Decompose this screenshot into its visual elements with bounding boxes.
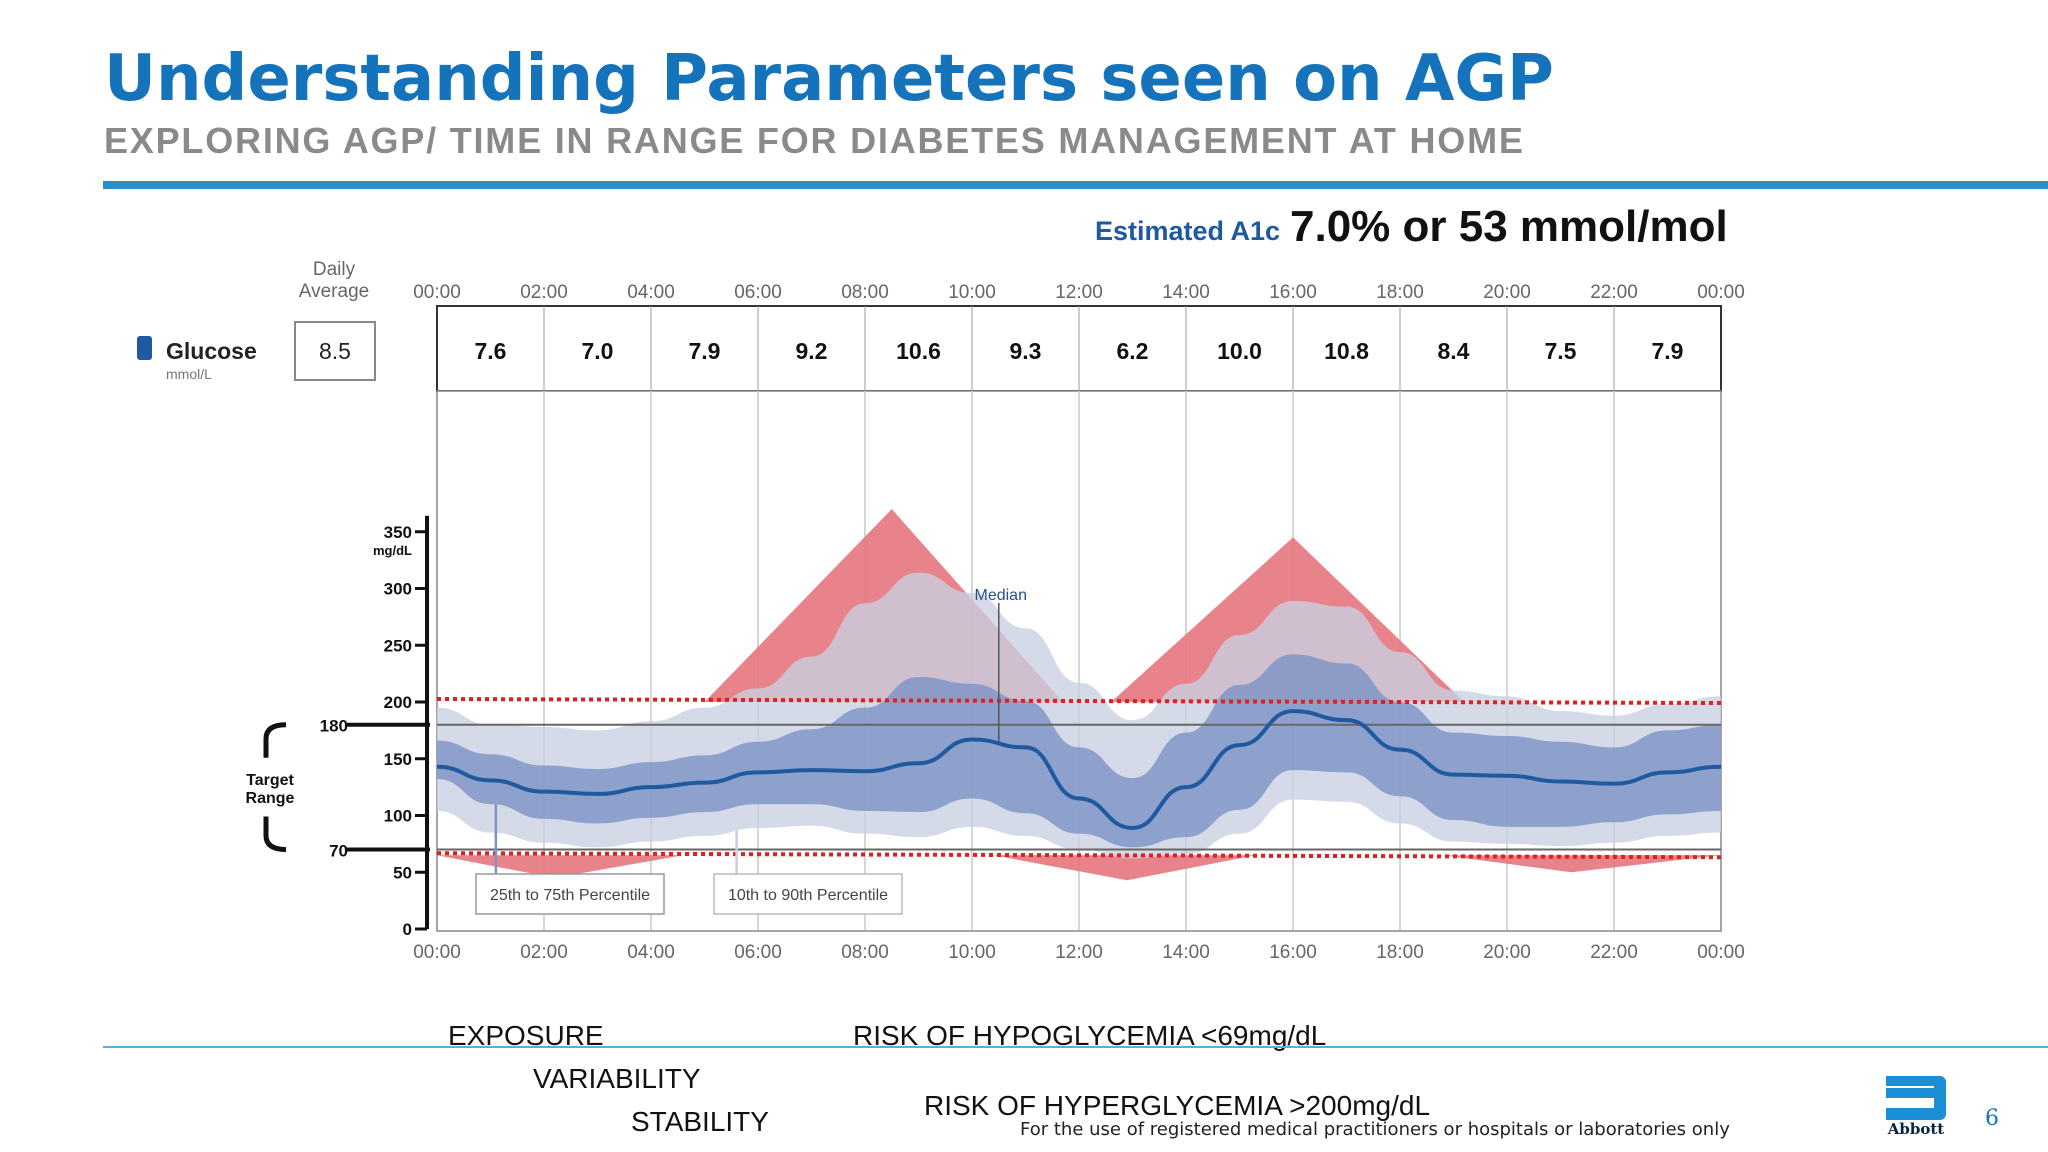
time-tick-top: 04:00 <box>627 282 675 303</box>
p25-75-legend-label: 25th to 75th Percentile <box>490 887 650 904</box>
y-axis-tick-label: 250 <box>384 636 412 655</box>
logo-text: Abbott <box>1887 1120 1945 1138</box>
time-tick-top: 06:00 <box>734 282 782 303</box>
time-tick-top: 16:00 <box>1269 282 1317 303</box>
hourly-average-value: 7.5 <box>1545 338 1577 364</box>
label-hypo-risk: RISK OF HYPOGLYCEMIA <69mg/dL <box>853 1020 1327 1051</box>
y-axis-tick-label: 350 <box>384 523 412 542</box>
label-hyper-risk: RISK OF HYPERGLYCEMIA >200mg/dL <box>924 1090 1431 1121</box>
p25-75-legend-box <box>475 873 665 915</box>
y-axis-tick-label: 150 <box>384 750 412 769</box>
slide-title: Understanding Parameters seen on AGP <box>104 42 1554 116</box>
hourly-average-value: 9.3 <box>1010 338 1042 364</box>
median-annotation: Median <box>975 587 1027 604</box>
target-range-label-line1: Target <box>246 772 294 789</box>
y-axis-tick-label: 0 <box>403 920 412 939</box>
median-line <box>436 709 1722 830</box>
hourly-average-value: 9.2 <box>796 338 828 364</box>
daily-average-box <box>294 321 376 381</box>
glucose-label: Glucose <box>166 338 257 364</box>
hypoglycemia-risk-area <box>1442 855 1721 873</box>
y-axis-tick-label: 300 <box>384 580 412 599</box>
time-tick-bottom: 16:00 <box>1269 942 1317 963</box>
hourly-average-value: 7.6 <box>475 338 507 364</box>
time-tick-top: 00:00 <box>1697 282 1745 303</box>
time-tick-bottom: 20:00 <box>1483 942 1531 963</box>
time-tick-bottom: 00:00 <box>413 942 461 963</box>
time-tick-top: 14:00 <box>1162 282 1210 303</box>
target-range-low-label: 70 <box>329 842 348 861</box>
glucose-device-icon <box>137 336 152 360</box>
daily-average-header-line1: Daily <box>313 259 356 280</box>
time-tick-bottom: 22:00 <box>1590 942 1638 963</box>
hourly-average-value: 7.0 <box>582 338 614 364</box>
time-tick-top: 12:00 <box>1055 282 1103 303</box>
y-axis-tick-label: 200 <box>384 693 412 712</box>
target-range-label-line2: Range <box>246 790 295 807</box>
glucose-unit: mmol/L <box>166 366 212 382</box>
footer-rule <box>103 1046 2048 1048</box>
hypoglycemia-risk-area <box>437 855 684 878</box>
estimated-a1c-label: Estimated A1c <box>1095 216 1280 246</box>
target-range-bracket-top <box>263 722 287 758</box>
y-axis-tick-label: 100 <box>384 807 412 826</box>
header-rule <box>103 181 2048 189</box>
time-tick-bottom: 06:00 <box>734 942 782 963</box>
hourly-average-value: 10.6 <box>896 338 941 364</box>
agp-chart: Estimated A1c 7.0% or 53 mmol/mol Daily … <box>137 202 1745 963</box>
y-axis-unit: mg/dL <box>373 543 412 558</box>
time-tick-bottom: 14:00 <box>1162 942 1210 963</box>
target-range-high-label: 180 <box>320 717 348 736</box>
hourly-average-value: 10.8 <box>1324 338 1369 364</box>
page-number: 6 <box>1985 1106 1999 1131</box>
time-tick-bottom: 08:00 <box>841 942 889 963</box>
time-tick-bottom: 00:00 <box>1697 942 1745 963</box>
hyperglycemia-threshold-line <box>436 697 1722 705</box>
daily-average-header-line2: Average <box>299 281 369 302</box>
label-variability: VARIABILITY <box>533 1063 701 1094</box>
time-tick-top: 10:00 <box>948 282 996 303</box>
time-tick-top: 02:00 <box>520 282 568 303</box>
label-exposure: EXPOSURE <box>448 1020 604 1051</box>
hourly-average-value: 6.2 <box>1117 338 1149 364</box>
time-tick-bottom: 04:00 <box>627 942 675 963</box>
time-tick-top: 20:00 <box>1483 282 1531 303</box>
time-tick-bottom: 18:00 <box>1376 942 1424 963</box>
y-axis-tick-label: 50 <box>393 863 412 882</box>
time-tick-top: 08:00 <box>841 282 889 303</box>
time-tick-top: 18:00 <box>1376 282 1424 303</box>
slide-subtitle: EXPLORING AGP/ TIME IN RANGE FOR DIABETE… <box>104 120 1525 161</box>
time-tick-bottom: 10:00 <box>948 942 996 963</box>
time-tick-bottom: 02:00 <box>520 942 568 963</box>
hourly-average-value: 7.9 <box>1652 338 1684 364</box>
time-tick-top: 00:00 <box>413 282 461 303</box>
time-tick-top: 22:00 <box>1590 282 1638 303</box>
hourly-average-value: 10.0 <box>1217 338 1262 364</box>
time-tick-bottom: 12:00 <box>1055 942 1103 963</box>
estimated-a1c-value: 7.0% or 53 mmol/mol <box>1290 202 1728 251</box>
hourly-average-value: 8.4 <box>1438 338 1470 364</box>
daily-average-value: 8.5 <box>319 338 351 364</box>
p10-90-legend-label: 10th to 90th Percentile <box>728 887 888 904</box>
target-range-bracket-bottom <box>263 816 287 853</box>
p10-90-legend-box <box>713 873 903 915</box>
hypoglycemia-threshold-line <box>436 851 1722 860</box>
hourly-average-value: 7.9 <box>689 338 721 364</box>
label-stability: STABILITY <box>631 1106 769 1137</box>
hypoglycemia-risk-area <box>993 855 1256 881</box>
footnote: For the use of registered medical practi… <box>1020 1119 1730 1140</box>
abbott-logo <box>1886 1076 1946 1120</box>
